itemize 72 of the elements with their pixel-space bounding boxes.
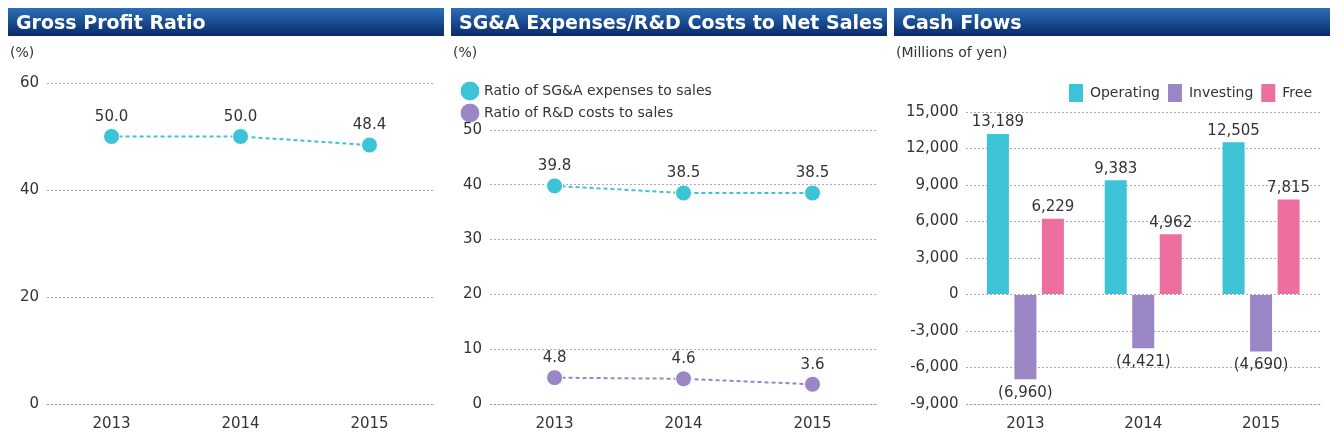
x-tick-label: 2015 [350, 413, 389, 432]
legend-label: Investing [1188, 83, 1254, 100]
legend-label: Operating [1089, 83, 1160, 100]
x-tick-label: 2013 [92, 413, 131, 432]
data-label: 4.8 [542, 348, 567, 367]
y-tick-label: 10 [462, 339, 483, 358]
bar [1104, 180, 1127, 294]
y-tick-label: 20 [19, 286, 40, 305]
data-label: 3.6 [800, 354, 825, 373]
y-tick-label: 3,000 [915, 247, 959, 266]
data-label: 39.8 [537, 156, 572, 175]
data-label: 6,229 [1031, 197, 1075, 216]
y-axis-title: (%) [9, 43, 36, 62]
data-label: 50.0 [94, 106, 129, 125]
data-label: 38.5 [795, 163, 830, 182]
data-label: 50.0 [223, 106, 258, 125]
bar [1250, 295, 1273, 352]
bar [1041, 218, 1064, 294]
legend-label: Ratio of SG&A expenses to sales [484, 81, 712, 98]
data-label: (6,960) [998, 382, 1053, 401]
chart-title: SG&A Expenses/R&D Costs to Net Sales [451, 8, 887, 36]
bar [986, 134, 1009, 294]
bar [1222, 142, 1245, 294]
point [546, 369, 564, 387]
y-tick-label: 9,000 [915, 174, 959, 193]
chart-title: Cash Flows [894, 8, 1330, 36]
y-axis-title: (%) [452, 43, 479, 62]
y-tick-label: 50 [462, 119, 483, 138]
y-tick-label: -9,000 [910, 393, 959, 412]
x-tick-label: 2013 [535, 413, 574, 432]
y-tick-label: 6,000 [915, 211, 959, 230]
y-tick-label: 0 [472, 393, 483, 412]
y-tick-label: 0 [29, 393, 40, 412]
data-label: 12,505 [1207, 120, 1260, 139]
x-tick-label: 2014 [664, 413, 703, 432]
data-label: 48.4 [352, 115, 387, 134]
data-label: 7,815 [1267, 177, 1311, 196]
bar [1132, 295, 1155, 349]
legend-label: Ratio of R&D costs to sales [484, 103, 674, 120]
x-tick-label: 2015 [1241, 413, 1281, 432]
point [804, 375, 822, 393]
chart-title: Gross Profit Ratio [8, 8, 444, 36]
y-tick-label: 12,000 [905, 138, 959, 157]
bar [1159, 234, 1182, 294]
data-label: 38.5 [666, 163, 701, 182]
data-label: 4,962 [1149, 212, 1193, 231]
legend-label: Free [1282, 83, 1313, 100]
point [675, 370, 693, 388]
data-label: 9,383 [1094, 158, 1138, 177]
bar [1277, 199, 1300, 294]
point [546, 177, 564, 195]
y-tick-label: -3,000 [910, 320, 959, 339]
y-tick-label: 0 [948, 284, 959, 303]
data-label: 4.6 [671, 349, 696, 368]
y-tick-label: -6,000 [910, 357, 959, 376]
point [675, 184, 693, 202]
x-tick-label: 2015 [793, 413, 832, 432]
data-label: (4,690) [1233, 354, 1289, 373]
y-axis-title: (Millions of yen) [895, 43, 1009, 62]
data-label: (4,421) [1115, 351, 1171, 370]
x-tick-label: 2014 [1124, 413, 1163, 432]
x-tick-label: 2014 [221, 413, 260, 432]
y-tick-label: 30 [462, 229, 483, 248]
y-tick-label: 40 [462, 174, 483, 193]
data-label: 13,189 [971, 112, 1025, 131]
x-tick-label: 2013 [1006, 413, 1045, 432]
point [804, 184, 822, 202]
y-tick-label: 60 [19, 72, 40, 91]
y-tick-label: 20 [462, 284, 483, 303]
y-tick-label: 15,000 [905, 101, 959, 120]
bar [1014, 295, 1037, 380]
y-tick-label: 40 [19, 179, 40, 198]
